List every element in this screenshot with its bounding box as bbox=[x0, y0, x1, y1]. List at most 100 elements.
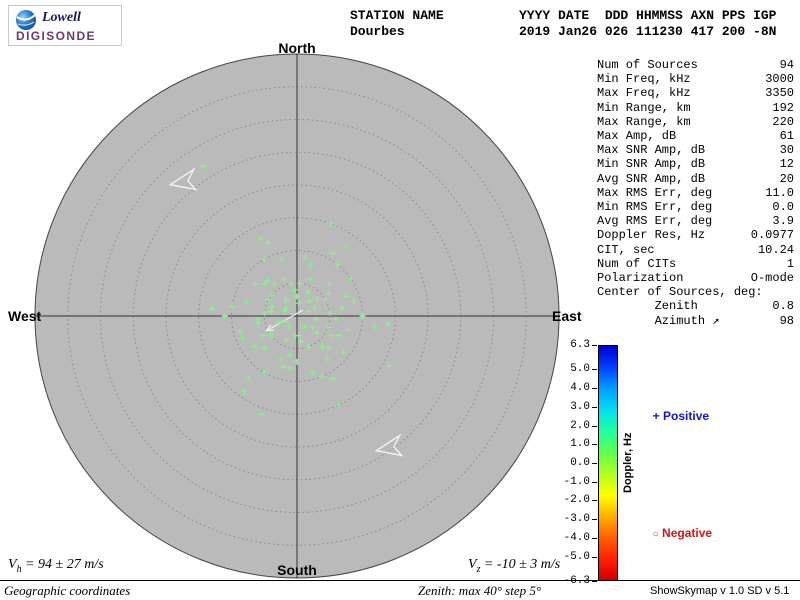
source-point bbox=[307, 276, 314, 283]
parameter-label: Max Freq, kHz bbox=[597, 86, 691, 101]
vertical-velocity-readout: Vz = -10 ± 3 m/s bbox=[468, 557, 560, 575]
source-point bbox=[278, 356, 285, 363]
colorbar-tick-mark bbox=[592, 388, 597, 390]
parameter-label: Center of Sources, deg: bbox=[597, 285, 763, 300]
parameter-value: 61 bbox=[779, 129, 794, 144]
source-point bbox=[333, 316, 340, 323]
source-point bbox=[251, 343, 258, 350]
doppler-colorbar bbox=[598, 345, 618, 581]
source-point bbox=[306, 297, 313, 304]
source-point bbox=[327, 220, 334, 227]
logo-digisonde-text: DIGISONDE bbox=[16, 29, 96, 43]
source-point bbox=[209, 305, 216, 312]
source-point bbox=[296, 280, 303, 287]
source-point bbox=[264, 240, 271, 247]
colorbar-tick-mark bbox=[592, 581, 597, 582]
colorbar-tick-mark bbox=[592, 481, 597, 483]
source-point bbox=[258, 411, 265, 418]
source-point bbox=[239, 335, 246, 342]
parameter-value: 30 bbox=[779, 143, 794, 158]
colorbar-tick-label: 4.0 bbox=[570, 382, 590, 395]
coordinates-note: Geographic coordinates bbox=[4, 583, 131, 598]
source-point bbox=[255, 319, 262, 326]
parameter-value: 0.0977 bbox=[750, 228, 794, 243]
source-point bbox=[275, 319, 282, 326]
parameter-label: Num of CITs bbox=[597, 256, 677, 271]
source-point bbox=[260, 332, 266, 339]
source-point bbox=[280, 363, 287, 370]
globe-icon bbox=[16, 10, 36, 30]
vh-subscript: h bbox=[16, 563, 22, 575]
parameter-value: 192 bbox=[772, 100, 794, 115]
colorbar-tick-label: -2.0 bbox=[563, 494, 590, 507]
parameter-value: 10.24 bbox=[757, 242, 794, 257]
source-point bbox=[229, 303, 236, 310]
vz-symbol: V bbox=[468, 557, 477, 572]
parameter-label: Avg SNR Amp, dB bbox=[597, 171, 706, 186]
source-point bbox=[241, 388, 248, 395]
station-name-value: Dourbes bbox=[350, 24, 405, 39]
parameter-value: 0.0 bbox=[772, 200, 794, 215]
source-point bbox=[291, 286, 298, 293]
colorbar-title: Doppler, Hz bbox=[622, 432, 634, 494]
source-point bbox=[314, 296, 321, 303]
parameter-label: Num of Sources bbox=[597, 58, 698, 72]
parameter-row: Num of Sources 94 bbox=[597, 58, 794, 72]
colorbar-tick-mark bbox=[592, 537, 597, 539]
source-point bbox=[318, 373, 325, 380]
source-point bbox=[282, 336, 289, 343]
source-points bbox=[200, 163, 393, 418]
source-point bbox=[335, 402, 342, 408]
parameter-label: Avg RMS Err, deg bbox=[597, 214, 713, 229]
source-point bbox=[296, 300, 303, 307]
source-point bbox=[385, 321, 392, 327]
source-point bbox=[286, 364, 293, 371]
source-point bbox=[261, 345, 268, 352]
datetime-header-value: 2019 Jan26 026 111230 417 200 -8N bbox=[519, 24, 777, 39]
source-point bbox=[221, 313, 228, 319]
parameter-value: 0.8 bbox=[772, 299, 794, 314]
colorbar-tick-label: -4.0 bbox=[563, 531, 590, 544]
zenith-scale-note: Zenith: max 40° step 5° bbox=[418, 583, 542, 598]
vz-value: = -10 ± 3 m/s bbox=[480, 557, 561, 572]
colorbar-tick-label: 0.0 bbox=[570, 457, 590, 469]
source-point bbox=[324, 324, 331, 331]
colorbar-tick-label: 6.3 bbox=[570, 339, 590, 351]
source-point bbox=[339, 305, 346, 311]
parameter-row: Zenith 0.8 bbox=[597, 299, 794, 313]
parameter-value: O-mode bbox=[750, 271, 794, 286]
datetime-header-label: YYYY DATE DDD HHMMSS AXN PPS IGP bbox=[519, 8, 777, 23]
source-point bbox=[265, 296, 272, 303]
parameter-value: 3.9 bbox=[772, 214, 794, 229]
source-point bbox=[261, 369, 268, 376]
source-point bbox=[285, 323, 292, 329]
parameter-label: CIT, sec bbox=[597, 242, 655, 257]
source-point bbox=[280, 276, 287, 283]
parameter-row: CIT, sec 10.24 bbox=[597, 243, 794, 257]
digisonde-logo: Lowell DIGISONDE bbox=[8, 5, 122, 46]
colorbar-tick-label: -3.0 bbox=[563, 513, 590, 526]
source-point bbox=[326, 345, 333, 352]
circle-icon: ○ bbox=[652, 529, 659, 540]
parameter-value: 1 bbox=[786, 256, 794, 271]
source-point bbox=[326, 310, 333, 317]
source-point bbox=[309, 369, 316, 376]
source-point bbox=[287, 351, 294, 358]
parameter-label: Doppler Res, Hz bbox=[597, 228, 706, 243]
parameter-row: Max RMS Err, deg 11.0 bbox=[597, 186, 794, 200]
parameter-label: Min Range, km bbox=[597, 100, 691, 115]
source-point bbox=[359, 313, 366, 319]
footer-divider bbox=[0, 580, 800, 581]
vh-symbol: V bbox=[8, 557, 17, 572]
source-point bbox=[292, 332, 299, 339]
colorbar-tick-mark bbox=[592, 406, 597, 408]
arrow-northwest-icon bbox=[168, 167, 198, 191]
parameter-row: Min Freq, kHz 3000 bbox=[597, 72, 794, 86]
source-point bbox=[200, 163, 207, 169]
parameter-label: Max RMS Err, deg bbox=[597, 185, 713, 200]
source-point bbox=[322, 296, 329, 303]
colorbar-tick-mark bbox=[592, 425, 597, 427]
source-point bbox=[342, 243, 349, 250]
source-point bbox=[344, 326, 351, 333]
source-point bbox=[282, 318, 289, 325]
